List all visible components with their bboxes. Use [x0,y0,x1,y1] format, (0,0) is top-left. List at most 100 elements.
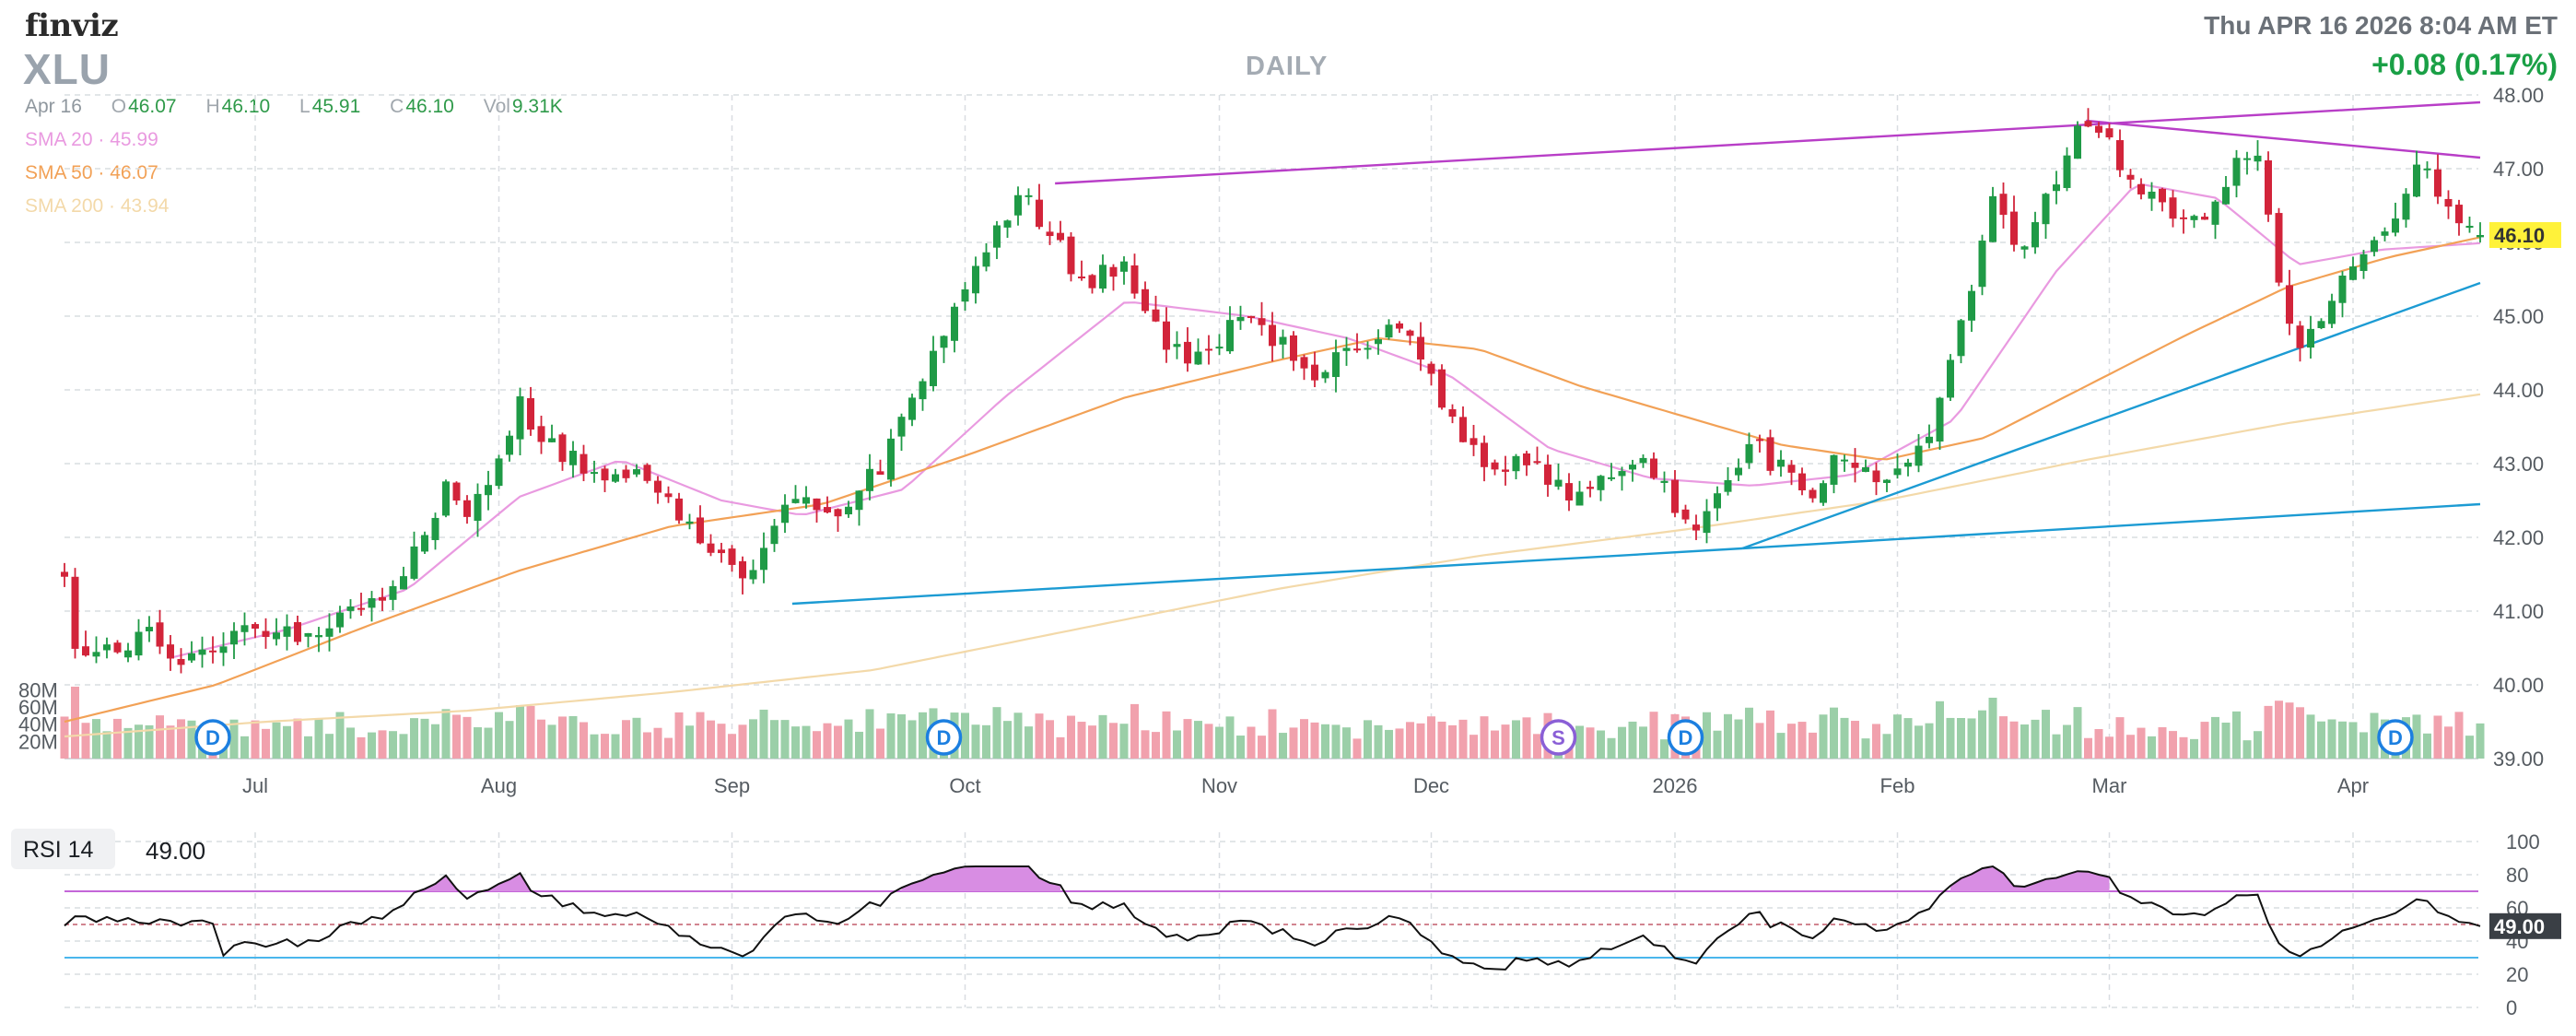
candle-body [1512,455,1520,472]
candle-body [1417,336,1424,360]
rsi-overbought-fill [488,873,531,891]
candle-body [537,426,545,442]
sma20-legend[interactable]: SMA 20 · 45.99 [25,129,158,150]
candle-body [1787,465,1796,473]
sma200-legend[interactable]: SMA 200 · 43.94 [25,195,170,217]
candle-body [1427,363,1435,374]
candle-body [431,517,439,540]
candle-body [2296,325,2304,348]
candle-body [612,474,619,482]
candle-body [664,493,673,498]
volume-bar [611,734,620,759]
last-price-label: 46.10 [2494,224,2545,247]
candle-body [262,630,270,638]
volume-bar [2211,716,2219,759]
candle-body [1809,489,1817,499]
volume-bar [1703,712,1711,759]
volume-bar [2221,723,2231,759]
volume-bar [1925,723,1934,759]
volume-bar [1130,703,1139,759]
price-axis-label: 40.00 [2493,674,2544,697]
candle-body [2455,205,2463,224]
volume-bar [1342,727,1351,759]
candle-body [2053,184,2060,192]
candle-body [1587,487,1594,489]
candle-body [1311,364,1318,381]
volume-bar [60,716,69,759]
candle-body [1078,277,1085,279]
candle-body [2465,226,2474,229]
volume-bar [653,727,662,759]
volume-bar [2296,707,2304,759]
volume-bar [1469,735,1478,759]
candle-body [2116,140,2124,171]
rsi-axis-label: 0 [2506,996,2517,1019]
candle-body [1766,437,1774,471]
candle-body [558,434,567,463]
volume-bar [791,726,800,759]
candle-body [1057,232,1064,241]
candle-body [2020,246,2029,250]
volume-bar [484,727,493,759]
volume-bar [1830,707,1838,759]
candle-body [103,644,111,651]
volume-bar [2052,734,2061,759]
candle-body [1650,458,1657,478]
volume-bar [2370,712,2379,759]
volume-bar [2137,727,2146,759]
candle-body [707,543,715,553]
sma50-legend[interactable]: SMA 50 · 46.07 [25,162,158,183]
candle-body [336,612,344,628]
volume-bar [1183,719,1192,759]
time-axis-label: Sep [714,774,750,797]
candle-body [908,397,916,420]
candle-body [1883,479,1891,484]
volume-bar [537,719,545,759]
candle-body [357,607,365,610]
candle-body [1830,454,1838,485]
volume-bar [2338,721,2347,759]
volume-bar [1173,730,1181,759]
rsi-label-box[interactable] [11,829,115,869]
volume-label: Vol [483,96,510,117]
volume-bar [283,725,291,759]
volume-bar [2454,712,2464,759]
volume-bar [1639,726,1647,759]
volume-bar [1512,720,1520,759]
candle-body [2476,235,2484,238]
candle-body [1364,347,1372,350]
volume-bar [1056,736,1065,759]
candle-body [1735,467,1742,476]
volume-bar [738,724,747,759]
volume-bar [2359,732,2368,759]
ohlc-readout: Apr 16 O46.07 H46.10 L45.91 C46.10 Vol9.… [25,96,587,118]
volume-bar [707,720,715,759]
candle-body [1926,436,1933,443]
volume-bar [1289,727,1298,759]
candle-body [770,525,779,545]
rsi-axis-label: 20 [2506,963,2528,986]
candle-body [834,509,842,517]
candle-body [1258,318,1266,325]
candle-body [1904,462,1912,467]
candle-body [622,469,630,478]
time-axis-label: Jul [242,774,268,797]
volume-bar [346,727,355,759]
candle-body [1184,341,1191,364]
candle-body [760,547,767,571]
volume-bar [378,730,387,759]
finviz-logo[interactable]: finviz [25,7,119,44]
candle-body [1575,491,1584,506]
volume-bar [2084,737,2092,759]
sma50-line [64,236,2481,724]
candle-body [1448,409,1457,418]
volume-bar [897,714,906,759]
volume-bar [2009,721,2019,759]
candle-body [1756,439,1763,441]
rsi-overbought-fill [1950,866,2110,891]
volume-axis-label: 20M [18,730,58,753]
candle-body [273,632,280,640]
event-marker-label: D [2388,726,2403,749]
candle-body [346,606,355,611]
